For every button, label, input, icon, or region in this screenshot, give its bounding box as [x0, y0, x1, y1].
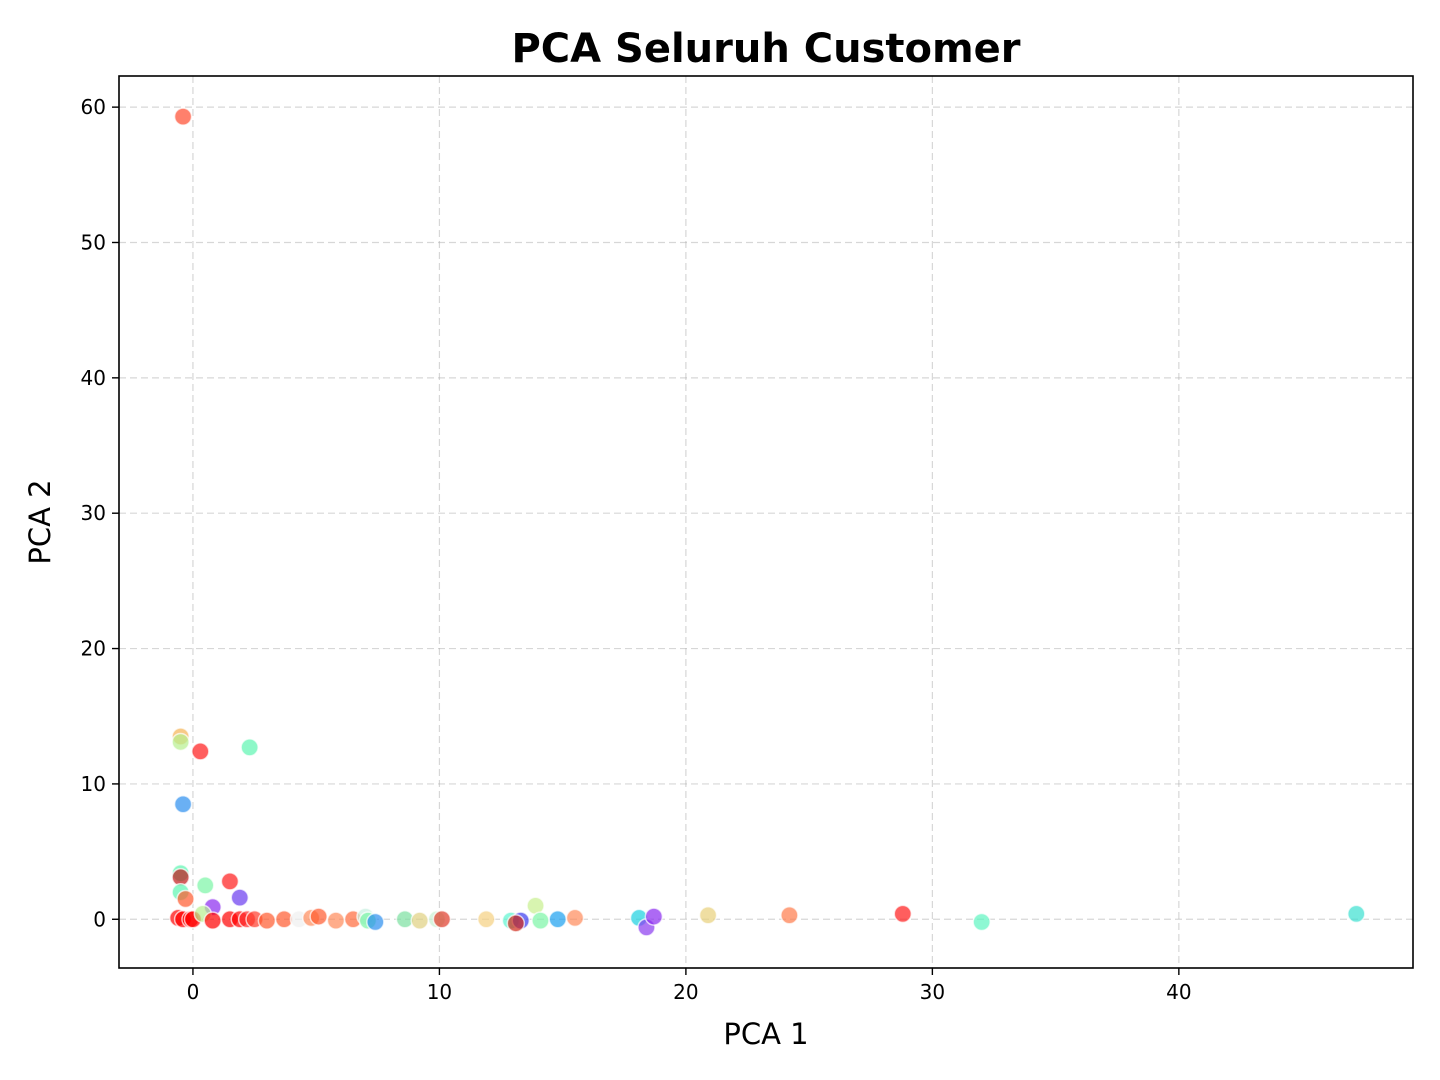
data-point	[191, 742, 210, 761]
plot-frame	[118, 75, 1414, 969]
data-point	[531, 911, 550, 930]
data-point	[230, 888, 250, 907]
data-point	[565, 908, 585, 928]
data-point	[644, 907, 664, 926]
x-axis-label: PCA 1	[723, 1017, 808, 1051]
data-point	[366, 912, 385, 932]
x-tick-label: 0	[187, 980, 200, 1004]
data-point	[893, 904, 913, 924]
x-tick-label: 40	[1166, 980, 1191, 1004]
data-point	[173, 794, 193, 814]
data-point	[410, 911, 429, 930]
data-point	[476, 910, 496, 929]
x-tick-label: 20	[673, 980, 698, 1004]
data-point	[780, 905, 799, 925]
x-tick-label: 30	[920, 980, 945, 1004]
y-tick-label: 60	[81, 95, 106, 119]
chart-title: PCA Seluruh Customer	[511, 26, 1020, 72]
y-axis-ticks: 0 10 20 30 40 50 60	[81, 95, 119, 931]
y-axis-label: PCA 2	[23, 479, 57, 564]
data-point	[1347, 904, 1366, 924]
data-point	[432, 910, 452, 929]
y-tick-label: 20	[81, 637, 106, 661]
data-point	[972, 912, 991, 932]
data-point	[698, 905, 718, 925]
data-point	[309, 907, 328, 926]
data-point	[176, 889, 195, 909]
data-point	[257, 911, 277, 930]
data-point	[196, 876, 215, 895]
y-tick-label: 50	[81, 230, 106, 254]
y-tick-label: 30	[81, 501, 106, 525]
data-point	[203, 911, 222, 930]
data-point	[548, 910, 567, 929]
y-tick-label: 40	[81, 366, 106, 390]
y-tick-label: 0	[93, 907, 106, 931]
data-point	[171, 732, 190, 752]
x-tick-label: 10	[427, 980, 452, 1004]
x-axis-ticks: 0 10 20 30 40	[187, 968, 1192, 1004]
y-tick-label: 10	[81, 772, 106, 796]
data-point	[326, 911, 346, 930]
data-points	[168, 107, 1366, 937]
data-point	[506, 914, 526, 933]
data-point	[173, 107, 193, 126]
grid-lines	[119, 76, 1413, 968]
data-point	[220, 872, 240, 891]
data-point	[240, 738, 259, 757]
